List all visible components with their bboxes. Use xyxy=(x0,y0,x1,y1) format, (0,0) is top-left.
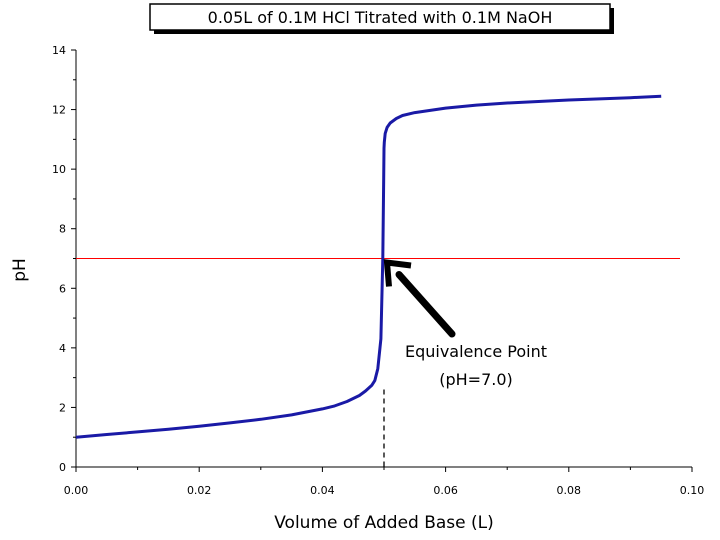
annotation-arrow xyxy=(383,259,456,338)
y-tick-label: 12 xyxy=(52,104,66,117)
x-tick-label: 0.00 xyxy=(64,484,89,497)
ticks: 0.00 0.02 0.04 0.06 0.08 0.10 0 2 4 6 8 10 12 14 xyxy=(52,44,704,497)
arrow-head xyxy=(383,259,412,287)
x-axis-label: Volume of Added Base (L) xyxy=(274,513,494,533)
equivalence-annotation: Equivalence Point (pH=7.0) xyxy=(383,259,547,389)
title-box xyxy=(149,3,611,31)
annotation-line2: (pH=7.0) xyxy=(439,370,513,389)
chart-title: 0.05L of 0.1M HCl Titrated with 0.1M NaO… xyxy=(208,8,553,27)
reference-lines xyxy=(76,258,680,467)
titration-curve xyxy=(75,94,662,439)
annotation-line1: Equivalence Point xyxy=(405,342,547,361)
x-tick-label: 0.06 xyxy=(433,484,458,497)
arrow-shaft xyxy=(395,271,456,338)
y-axis-label: pH xyxy=(10,258,30,282)
x-tick-label: 0.02 xyxy=(187,484,212,497)
y-tick-label: 6 xyxy=(59,282,66,295)
y-tick-label: 14 xyxy=(52,44,66,57)
series-layer xyxy=(75,94,662,439)
y-tick-label: 4 xyxy=(59,342,66,355)
x-tick-label: 0.04 xyxy=(310,484,335,497)
y-tick-label: 2 xyxy=(59,401,66,414)
y-tick-label: 0 xyxy=(59,461,66,474)
x-tick-label: 0.08 xyxy=(557,484,582,497)
y-tick-label: 10 xyxy=(52,163,66,176)
x-tick-label: 0.10 xyxy=(680,484,705,497)
y-tick-label: 8 xyxy=(59,223,66,236)
